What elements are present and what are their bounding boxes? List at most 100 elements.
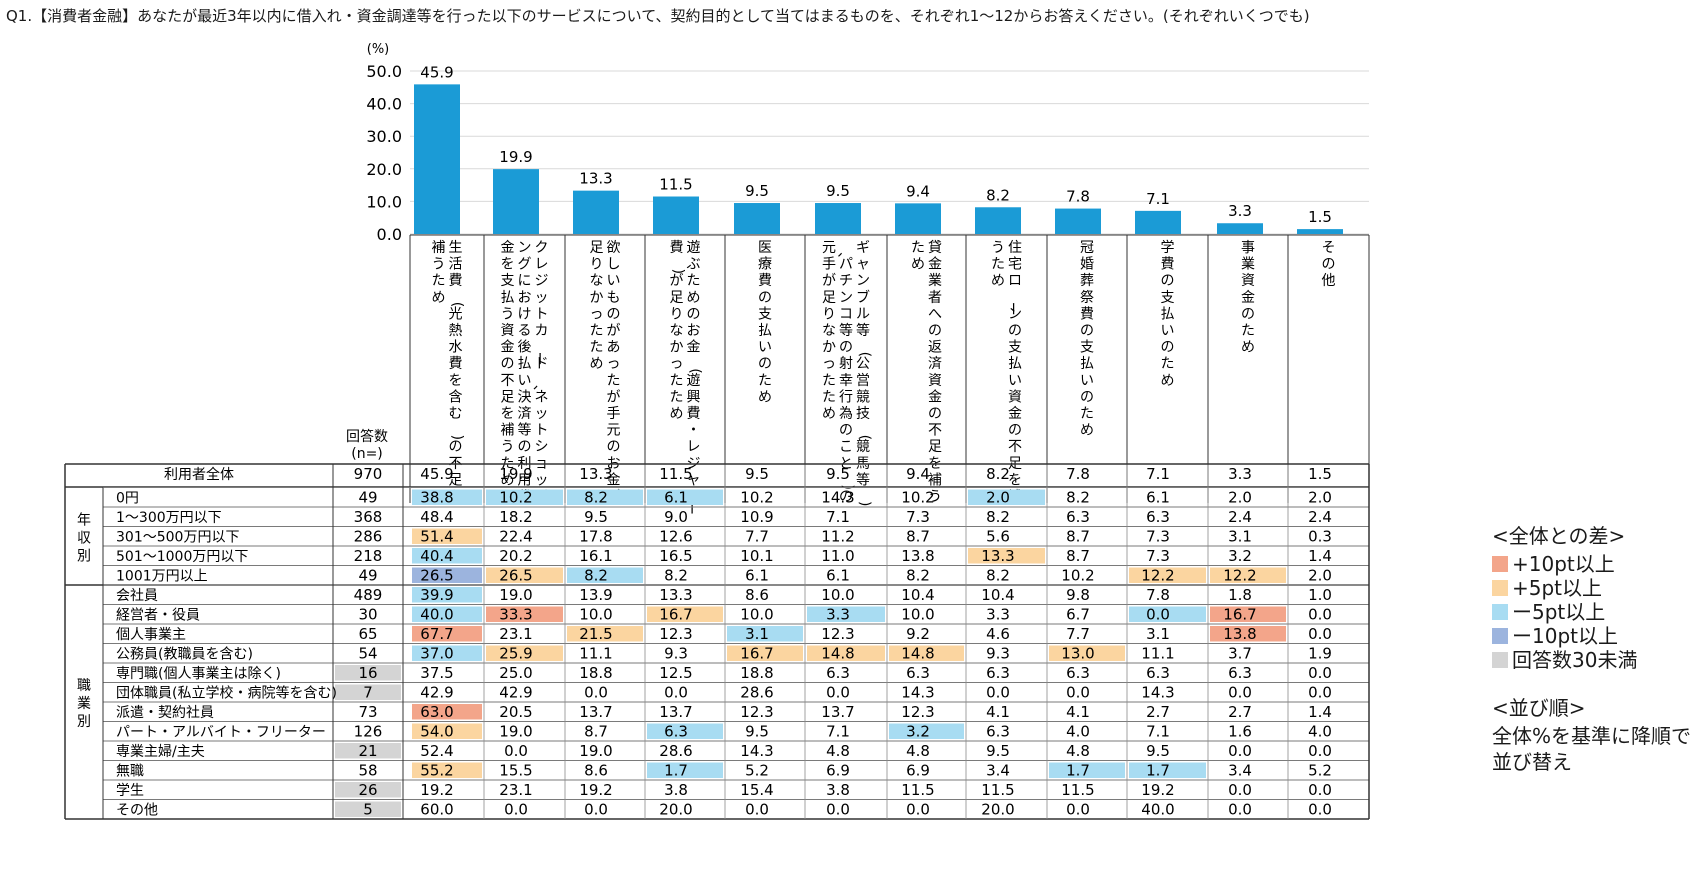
table-cell: 42.9 (420, 684, 453, 702)
table-cell: 8.7 (1066, 528, 1090, 546)
table-cell: 9.8 (1066, 586, 1090, 604)
table-cell: 22.4 (499, 528, 532, 546)
table-cell: 45.9 (420, 465, 453, 483)
table-cell: 3.8 (826, 781, 850, 799)
table-cell: 2.0 (1228, 489, 1252, 507)
legend-title: <全体との差> (1492, 524, 1626, 548)
highlight-cell (1049, 645, 1125, 661)
highlight-cell (567, 567, 643, 583)
highlight-cell (412, 548, 482, 564)
table-cell: 14.3 (1141, 684, 1174, 702)
category-label: 冠婚葬祭費の支払いのため (1080, 240, 1094, 439)
category-label: 欲しいものがあったが手元のお金が足りなかったため (590, 240, 621, 505)
table-cell: 4.1 (986, 703, 1010, 721)
bar-value-label: 9.5 (745, 182, 769, 200)
table-cell: 6.3 (826, 664, 850, 682)
table-cell: 0.0 (826, 801, 850, 819)
table-cell: 7.3 (1146, 547, 1170, 565)
table-cell: 8.2 (906, 567, 930, 585)
table-cell: 55.2 (420, 762, 453, 780)
table-row-label: 専業主婦/主夫 (116, 743, 205, 760)
table-cell: 9.5 (745, 723, 769, 741)
bar (815, 203, 861, 234)
highlight-cell (1129, 606, 1206, 622)
table-n-cell: 58 (358, 762, 377, 780)
highlight-cell (412, 489, 482, 505)
table-cell: 0.0 (584, 684, 608, 702)
table-row-label: 会社員 (116, 588, 158, 604)
table-cell: 26.5 (499, 567, 532, 585)
table-cell: 8.6 (584, 762, 608, 780)
highlight-cell (807, 645, 885, 661)
table-cell: 7.7 (1066, 625, 1090, 643)
table-row-label: 501〜1000万円以下 (116, 549, 248, 565)
highlight-cell (1049, 762, 1125, 778)
group-label-char: 別 (77, 548, 91, 564)
table-cell: 0.0 (584, 801, 608, 819)
table-n-cell: 65 (358, 625, 377, 643)
bar (1217, 223, 1263, 234)
table-cell: 13.7 (579, 703, 612, 721)
y-tick-label: 0.0 (377, 225, 402, 244)
highlight-cell (647, 723, 723, 739)
table-cell: 6.3 (1066, 664, 1090, 682)
table-cell: 16.7 (1223, 606, 1256, 624)
table-cell: 12.3 (740, 703, 773, 721)
table-cell: 0.0 (1228, 801, 1252, 819)
table-cell: 9.4 (906, 465, 930, 483)
table-cell: 23.1 (499, 625, 532, 643)
legend-swatch (1492, 652, 1508, 668)
bar-value-label: 13.3 (579, 170, 612, 188)
table-n-cell: 49 (358, 489, 377, 507)
table-cell: 51.4 (420, 528, 453, 546)
table-cell: 3.3 (986, 606, 1010, 624)
table-cell: 67.7 (420, 625, 453, 643)
low-n-cell (335, 743, 401, 759)
table-cell: 12.3 (659, 625, 692, 643)
low-n-cell (335, 684, 401, 700)
highlight-cell (1210, 567, 1286, 583)
n-header-label: 回答数 (346, 428, 388, 445)
table-row-label: パート・アルバイト・フリーター (116, 725, 326, 741)
bar (493, 169, 539, 234)
table-cell: 37.0 (420, 645, 453, 663)
table-cell: 1.8 (1228, 586, 1252, 604)
table-cell: 18.8 (579, 664, 612, 682)
table-cell: 10.2 (499, 489, 532, 507)
legend-swatch (1492, 580, 1508, 596)
table-cell: 11.5 (901, 781, 934, 799)
table-cell: 0.0 (1308, 801, 1332, 819)
bar (1135, 210, 1181, 234)
highlight-cell (412, 704, 482, 720)
table-cell: 6.1 (664, 489, 688, 507)
highlight-cell (1129, 567, 1206, 583)
table-cell: 10.4 (901, 586, 934, 604)
legend-item: 回答数30未満 (1492, 644, 1637, 673)
table-cell: 5.2 (745, 762, 769, 780)
table-cell: 37.5 (420, 664, 453, 682)
table-row-label: 0円 (116, 491, 139, 507)
table-cell: 6.3 (1066, 508, 1090, 526)
table-n-cell: 286 (354, 528, 383, 546)
highlight-cell (567, 489, 643, 505)
bar (975, 207, 1021, 234)
table-cell: 18.8 (740, 664, 773, 682)
highlight-cell (412, 645, 482, 661)
table-cell: 3.4 (986, 762, 1010, 780)
table-cell: 9.5 (1146, 742, 1170, 760)
table-cell: 14.3 (821, 489, 854, 507)
table-row-label: 派遣・契約社員 (116, 705, 214, 721)
table-cell: 10.0 (821, 586, 854, 604)
table-cell: 40.0 (420, 606, 453, 624)
table-cell: 25.9 (499, 645, 532, 663)
table-cell: 48.4 (420, 508, 453, 526)
category-label: ギャンブル等(公営競技(競馬等)、パチンコ等の射幸行為のこと)の元手が足りなかっ… (822, 240, 872, 506)
table-cell: 1.7 (664, 762, 688, 780)
table-cell: 13.7 (821, 703, 854, 721)
table-cell: 13.3 (579, 465, 612, 483)
sort-text-line2: 並び替え (1492, 750, 1572, 774)
table-cell: 11.2 (821, 528, 854, 546)
highlight-cell (486, 567, 563, 583)
table-n-cell: 7 (363, 684, 373, 702)
bar (734, 203, 780, 234)
